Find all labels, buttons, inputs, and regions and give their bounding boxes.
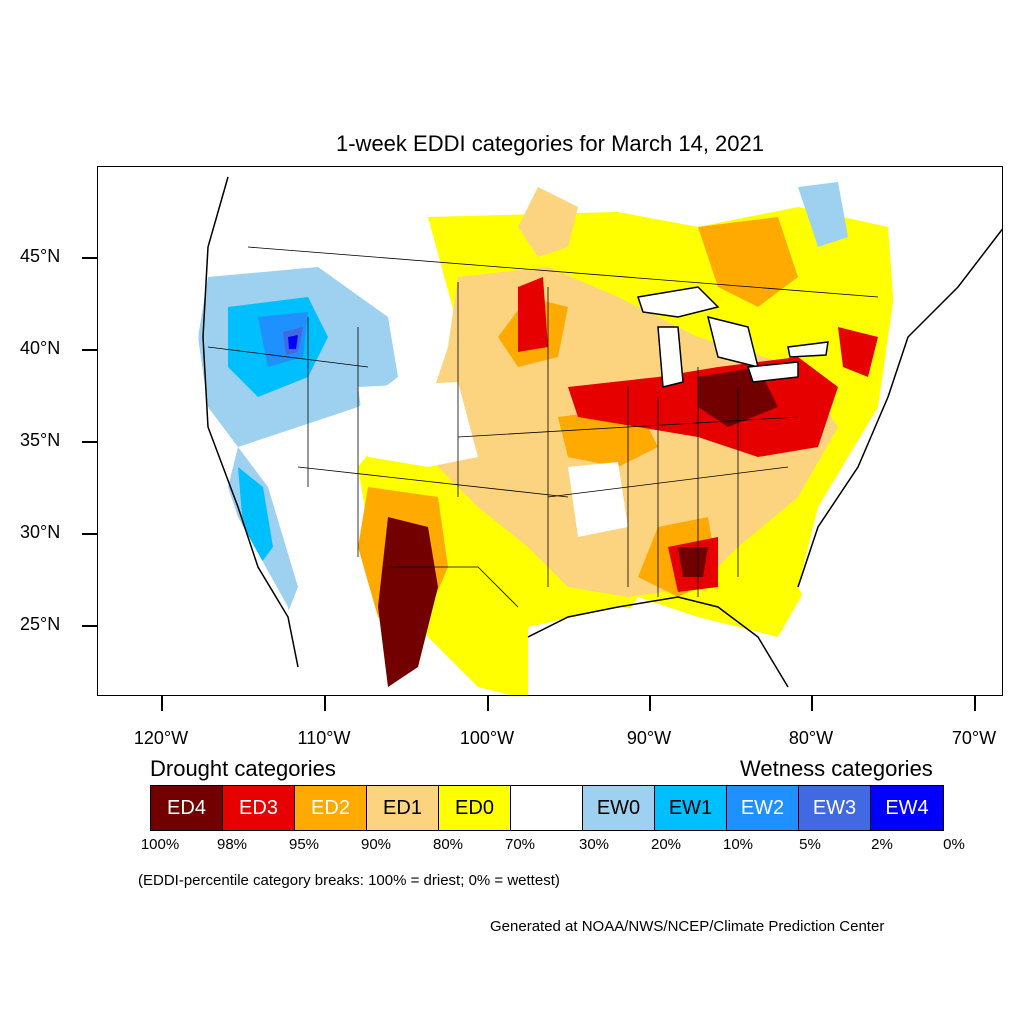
lat-tick [82, 257, 97, 259]
lat-tick [82, 349, 97, 351]
lon-label-90: 90°W [626, 728, 672, 748]
lat-label-35: 35°N [20, 430, 61, 450]
pct-label: 80% [432, 836, 464, 853]
lon-tick [974, 696, 976, 711]
legend-color-bar: ED4 ED3 ED2 ED1 ED0 EW0 EW1 EW2 EW3 EW4 [150, 785, 944, 831]
legend-ew2: EW2 [727, 786, 799, 830]
pct-label: 10% [722, 836, 754, 853]
lat-tick [82, 533, 97, 535]
pct-label: 5% [799, 836, 821, 853]
lon-label-110: 110°W [297, 728, 351, 748]
lon-tick [649, 696, 651, 711]
lon-tick [161, 696, 163, 711]
legend-ed3: ED3 [223, 786, 295, 830]
lon-label-120: 120°W [133, 728, 189, 748]
pct-label: 20% [650, 836, 682, 853]
pct-label: 2% [871, 836, 893, 853]
map-canvas [98, 167, 1002, 695]
pct-label: 90% [360, 836, 392, 853]
legend-ew3: EW3 [799, 786, 871, 830]
category-note: (EDDI-percentile category breaks: 100% =… [138, 872, 560, 889]
legend-ed1: ED1 [367, 786, 439, 830]
legend-ed0: ED0 [439, 786, 511, 830]
legend-ew0: EW0 [583, 786, 655, 830]
lon-tick [324, 696, 326, 711]
lat-label-40: 40°N [20, 338, 61, 358]
lon-label-100: 100°W [459, 728, 515, 748]
lat-label-30: 30°N [20, 522, 61, 542]
lon-tick [487, 696, 489, 711]
eddi-map [97, 166, 1003, 696]
lon-tick [811, 696, 813, 711]
legend-normal [511, 786, 583, 830]
lon-label-80: 80°W [788, 728, 834, 748]
pct-label: 70% [504, 836, 536, 853]
lon-label-70: 70°W [951, 728, 997, 748]
drought-heading: Drought categories [150, 756, 336, 781]
credit-text: Generated at NOAA/NWS/NCEP/Climate Predi… [490, 918, 885, 935]
pct-label: 95% [288, 836, 320, 853]
lat-tick [82, 441, 97, 443]
lat-tick [82, 625, 97, 627]
legend-ed2: ED2 [295, 786, 367, 830]
legend-ew4: EW4 [871, 786, 943, 830]
pct-label: 30% [578, 836, 610, 853]
wetness-heading: Wetness categories [740, 756, 933, 781]
lat-label-25: 25°N [20, 614, 61, 634]
pct-label: 100% [140, 836, 180, 853]
legend-ew1: EW1 [655, 786, 727, 830]
pct-label: 0% [943, 836, 965, 853]
legend-ed4: ED4 [151, 786, 223, 830]
map-title: 1-week EDDI categories for March 14, 202… [336, 131, 764, 156]
pct-label: 98% [216, 836, 248, 853]
lat-label-45: 45°N [20, 246, 61, 266]
